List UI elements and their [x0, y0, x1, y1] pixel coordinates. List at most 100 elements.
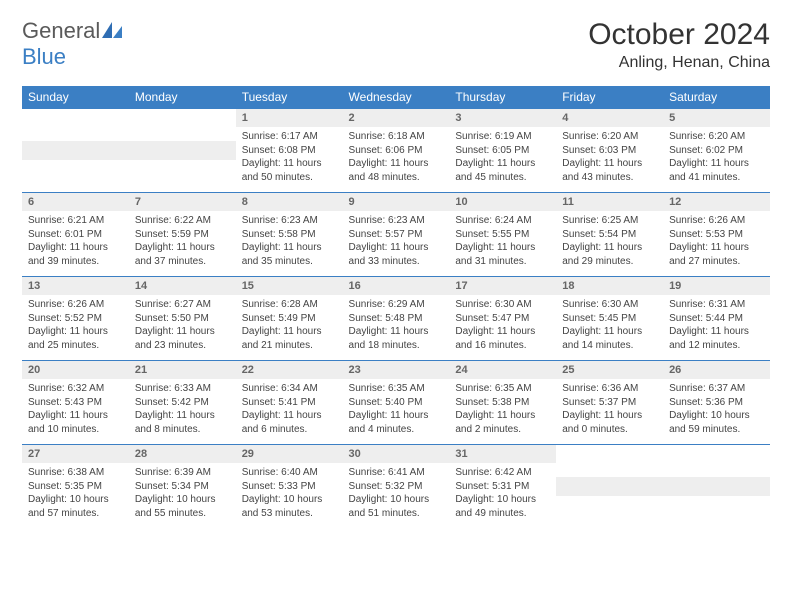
day-cell-14: 14Sunrise: 6:27 AMSunset: 5:50 PMDayligh…	[129, 277, 236, 361]
empty-cell	[22, 109, 129, 193]
day-details: Sunrise: 6:26 AMSunset: 5:52 PMDaylight:…	[22, 295, 129, 360]
sunrise-text: Sunrise: 6:33 AM	[135, 382, 230, 396]
day-cell-2: 2Sunrise: 6:18 AMSunset: 6:06 PMDaylight…	[343, 109, 450, 193]
sunset-text: Sunset: 5:36 PM	[669, 396, 764, 410]
day-cell-30: 30Sunrise: 6:41 AMSunset: 5:32 PMDayligh…	[343, 445, 450, 529]
day-cell-5: 5Sunrise: 6:20 AMSunset: 6:02 PMDaylight…	[663, 109, 770, 193]
day-number: 18	[556, 277, 663, 295]
sunset-text: Sunset: 5:42 PM	[135, 396, 230, 410]
sunrise-text: Sunrise: 6:38 AM	[28, 466, 123, 480]
empty-cell	[663, 445, 770, 529]
sunset-text: Sunset: 5:33 PM	[242, 480, 337, 494]
sunrise-text: Sunrise: 6:21 AM	[28, 214, 123, 228]
day-cell-11: 11Sunrise: 6:25 AMSunset: 5:54 PMDayligh…	[556, 193, 663, 277]
day-cell-21: 21Sunrise: 6:33 AMSunset: 5:42 PMDayligh…	[129, 361, 236, 445]
sunrise-text: Sunrise: 6:18 AM	[349, 130, 444, 144]
sunset-text: Sunset: 5:47 PM	[455, 312, 550, 326]
day-cell-25: 25Sunrise: 6:36 AMSunset: 5:37 PMDayligh…	[556, 361, 663, 445]
day-cell-20: 20Sunrise: 6:32 AMSunset: 5:43 PMDayligh…	[22, 361, 129, 445]
day-details: Sunrise: 6:30 AMSunset: 5:45 PMDaylight:…	[556, 295, 663, 360]
sunset-text: Sunset: 6:06 PM	[349, 144, 444, 158]
sunset-text: Sunset: 5:48 PM	[349, 312, 444, 326]
day-cell-6: 6Sunrise: 6:21 AMSunset: 6:01 PMDaylight…	[22, 193, 129, 277]
sunset-text: Sunset: 5:40 PM	[349, 396, 444, 410]
sunrise-text: Sunrise: 6:30 AM	[562, 298, 657, 312]
daylight-text: Daylight: 11 hours and 21 minutes.	[242, 325, 337, 352]
sunset-text: Sunset: 5:44 PM	[669, 312, 764, 326]
day-details: Sunrise: 6:37 AMSunset: 5:36 PMDaylight:…	[663, 379, 770, 444]
sunrise-text: Sunrise: 6:42 AM	[455, 466, 550, 480]
daylight-text: Daylight: 10 hours and 53 minutes.	[242, 493, 337, 520]
day-cell-17: 17Sunrise: 6:30 AMSunset: 5:47 PMDayligh…	[449, 277, 556, 361]
daylight-text: Daylight: 11 hours and 4 minutes.	[349, 409, 444, 436]
day-number: 26	[663, 361, 770, 379]
day-cell-26: 26Sunrise: 6:37 AMSunset: 5:36 PMDayligh…	[663, 361, 770, 445]
daylight-text: Daylight: 11 hours and 12 minutes.	[669, 325, 764, 352]
day-number: 3	[449, 109, 556, 127]
day-header-thursday: Thursday	[449, 86, 556, 109]
day-number: 15	[236, 277, 343, 295]
day-cell-22: 22Sunrise: 6:34 AMSunset: 5:41 PMDayligh…	[236, 361, 343, 445]
day-cell-19: 19Sunrise: 6:31 AMSunset: 5:44 PMDayligh…	[663, 277, 770, 361]
logo-text-part2: Blue	[22, 44, 66, 69]
day-details: Sunrise: 6:42 AMSunset: 5:31 PMDaylight:…	[449, 463, 556, 528]
location: Anling, Henan, China	[588, 54, 770, 72]
sunset-text: Sunset: 6:05 PM	[455, 144, 550, 158]
daylight-text: Daylight: 10 hours and 55 minutes.	[135, 493, 230, 520]
day-header-friday: Friday	[556, 86, 663, 109]
sunset-text: Sunset: 5:57 PM	[349, 228, 444, 242]
day-details: Sunrise: 6:23 AMSunset: 5:57 PMDaylight:…	[343, 211, 450, 276]
sunset-text: Sunset: 5:58 PM	[242, 228, 337, 242]
empty-daynum	[556, 477, 663, 496]
sunset-text: Sunset: 5:59 PM	[135, 228, 230, 242]
day-cell-7: 7Sunrise: 6:22 AMSunset: 5:59 PMDaylight…	[129, 193, 236, 277]
day-number: 6	[22, 193, 129, 211]
day-header-wednesday: Wednesday	[343, 86, 450, 109]
sunrise-text: Sunrise: 6:20 AM	[562, 130, 657, 144]
sunset-text: Sunset: 5:31 PM	[455, 480, 550, 494]
day-number: 8	[236, 193, 343, 211]
sunrise-text: Sunrise: 6:19 AM	[455, 130, 550, 144]
sunrise-text: Sunrise: 6:20 AM	[669, 130, 764, 144]
day-cell-28: 28Sunrise: 6:39 AMSunset: 5:34 PMDayligh…	[129, 445, 236, 529]
day-cell-23: 23Sunrise: 6:35 AMSunset: 5:40 PMDayligh…	[343, 361, 450, 445]
day-details: Sunrise: 6:20 AMSunset: 6:03 PMDaylight:…	[556, 127, 663, 192]
daylight-text: Daylight: 11 hours and 43 minutes.	[562, 157, 657, 184]
day-cell-15: 15Sunrise: 6:28 AMSunset: 5:49 PMDayligh…	[236, 277, 343, 361]
daylight-text: Daylight: 11 hours and 14 minutes.	[562, 325, 657, 352]
day-details: Sunrise: 6:20 AMSunset: 6:02 PMDaylight:…	[663, 127, 770, 192]
sunrise-text: Sunrise: 6:31 AM	[669, 298, 764, 312]
day-details: Sunrise: 6:26 AMSunset: 5:53 PMDaylight:…	[663, 211, 770, 276]
daylight-text: Daylight: 11 hours and 18 minutes.	[349, 325, 444, 352]
sunrise-text: Sunrise: 6:28 AM	[242, 298, 337, 312]
sunrise-text: Sunrise: 6:35 AM	[349, 382, 444, 396]
day-number: 17	[449, 277, 556, 295]
daylight-text: Daylight: 11 hours and 6 minutes.	[242, 409, 337, 436]
daylight-text: Daylight: 11 hours and 31 minutes.	[455, 241, 550, 268]
day-details: Sunrise: 6:34 AMSunset: 5:41 PMDaylight:…	[236, 379, 343, 444]
sunrise-text: Sunrise: 6:23 AM	[349, 214, 444, 228]
daylight-text: Daylight: 11 hours and 10 minutes.	[28, 409, 123, 436]
sunset-text: Sunset: 5:37 PM	[562, 396, 657, 410]
day-number: 12	[663, 193, 770, 211]
empty-daynum	[663, 477, 770, 496]
day-details: Sunrise: 6:22 AMSunset: 5:59 PMDaylight:…	[129, 211, 236, 276]
day-cell-12: 12Sunrise: 6:26 AMSunset: 5:53 PMDayligh…	[663, 193, 770, 277]
day-details: Sunrise: 6:21 AMSunset: 6:01 PMDaylight:…	[22, 211, 129, 276]
sunrise-text: Sunrise: 6:23 AM	[242, 214, 337, 228]
month-title: October 2024	[588, 18, 770, 52]
empty-daynum	[129, 141, 236, 160]
day-cell-29: 29Sunrise: 6:40 AMSunset: 5:33 PMDayligh…	[236, 445, 343, 529]
daylight-text: Daylight: 11 hours and 25 minutes.	[28, 325, 123, 352]
day-header-sunday: Sunday	[22, 86, 129, 109]
day-number: 5	[663, 109, 770, 127]
title-block: October 2024 Anling, Henan, China	[588, 18, 770, 72]
sunrise-text: Sunrise: 6:17 AM	[242, 130, 337, 144]
sunrise-text: Sunrise: 6:39 AM	[135, 466, 230, 480]
calendar-week: 6Sunrise: 6:21 AMSunset: 6:01 PMDaylight…	[22, 193, 770, 277]
day-header-monday: Monday	[129, 86, 236, 109]
sunrise-text: Sunrise: 6:34 AM	[242, 382, 337, 396]
day-details: Sunrise: 6:32 AMSunset: 5:43 PMDaylight:…	[22, 379, 129, 444]
daylight-text: Daylight: 11 hours and 16 minutes.	[455, 325, 550, 352]
day-number: 10	[449, 193, 556, 211]
